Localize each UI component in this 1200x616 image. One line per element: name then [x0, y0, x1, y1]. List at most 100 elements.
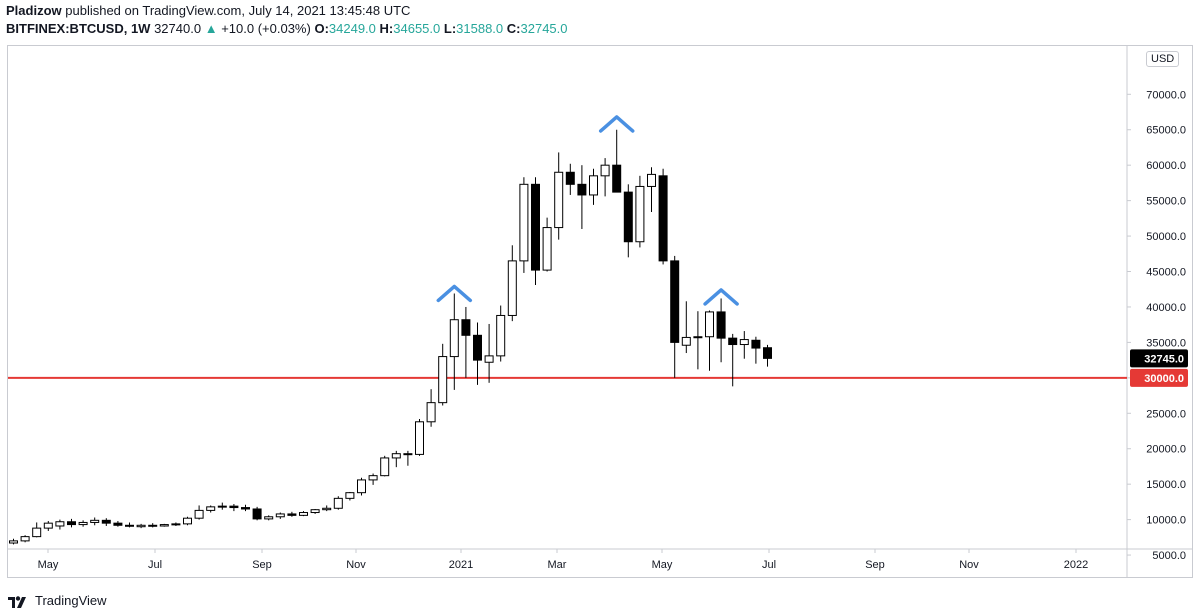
x-tick-label: 2021: [449, 559, 473, 571]
candle-up: [368, 475, 378, 481]
candle-up: [519, 183, 529, 262]
candle-up: [136, 524, 146, 528]
candle-down: [670, 260, 680, 343]
candle-up: [693, 336, 703, 339]
candle-up: [415, 421, 424, 455]
candle-up: [78, 521, 88, 526]
candle-down: [763, 347, 772, 359]
candle-up: [449, 319, 459, 358]
candle-up: [739, 339, 749, 346]
candle-up: [310, 509, 320, 514]
candle-up: [171, 523, 181, 526]
x-tick-label: Jul: [762, 559, 776, 571]
candle-up: [681, 336, 691, 346]
candle-up: [90, 519, 100, 523]
y-tick-label: 10000.0: [1146, 515, 1186, 527]
support-price-label: 30000.0: [1144, 373, 1184, 385]
brand-name: TradingView: [35, 593, 107, 608]
chevron-marker-icon: [436, 284, 473, 303]
candle-down: [658, 175, 668, 262]
candle-up: [496, 314, 506, 357]
candle-down: [623, 191, 633, 243]
tradingview-logo-icon: [8, 595, 26, 608]
candle-up: [345, 492, 355, 499]
candle-down: [612, 164, 622, 193]
x-tick-label: Nov: [346, 559, 366, 571]
y-tick-label: 50000.0: [1146, 231, 1186, 243]
candle-up: [333, 497, 343, 509]
candle-down: [113, 522, 123, 526]
candle-down: [577, 183, 587, 196]
x-tick-label: Jul: [148, 559, 162, 571]
symbol-legend: BITFINEX:BTCUSD, 1W 32740.0 ▲ +10.0 (+0.…: [6, 21, 568, 36]
low-value: 31588.0: [456, 21, 504, 36]
y-tick-label: 20000.0: [1146, 444, 1186, 456]
currency-badge[interactable]: USD: [1146, 51, 1180, 67]
candle-up: [426, 402, 436, 423]
candle-up: [589, 175, 598, 196]
support-price-label-bg: [1130, 368, 1188, 387]
candle-up: [194, 509, 204, 519]
candle-up: [159, 524, 169, 527]
candle-up: [554, 171, 564, 229]
candle-up: [438, 356, 448, 404]
candle-up: [55, 521, 65, 527]
candle-down: [531, 183, 540, 271]
change-up-icon: ▲: [204, 21, 218, 36]
candle-down: [148, 524, 158, 527]
candle-up: [647, 173, 656, 187]
y-tick-label: 25000.0: [1146, 408, 1186, 420]
candle-up: [507, 260, 517, 316]
candle-up: [264, 516, 274, 520]
candle-down: [565, 171, 575, 185]
candle-down: [241, 507, 250, 510]
last-price-label-bg: [1130, 349, 1188, 368]
candle-down: [461, 319, 471, 336]
last-price: 32740.0: [154, 21, 202, 36]
chevron-marker-icon: [598, 115, 635, 133]
high-label: H:: [379, 21, 394, 36]
x-tick-label: 2022: [1064, 559, 1088, 571]
footer-brand[interactable]: TradingView: [8, 593, 107, 608]
candle-down: [67, 521, 76, 526]
candle-up: [600, 164, 610, 177]
x-tick-label: May: [38, 559, 59, 571]
candle-down: [252, 508, 262, 520]
chart-frame[interactable]: [7, 45, 1193, 578]
y-tick-label: 40000.0: [1146, 302, 1186, 314]
candle-up: [9, 540, 18, 544]
candle-up: [183, 517, 192, 525]
candle-down: [229, 505, 239, 509]
candle-up: [32, 527, 42, 538]
close-label: C:: [506, 21, 521, 36]
candle-up: [635, 185, 645, 243]
candle-up: [380, 457, 390, 477]
close-value: 32745.0: [520, 21, 568, 36]
y-tick-label: 60000.0: [1146, 160, 1186, 172]
y-tick-label: 15000.0: [1146, 479, 1186, 491]
last-price-label: 32745.0: [1144, 353, 1184, 365]
candle-down: [716, 311, 726, 339]
x-tick-label: Nov: [959, 559, 979, 571]
author-name[interactable]: Pladizow: [6, 3, 62, 18]
y-tick-label: 65000.0: [1146, 125, 1186, 137]
publish-info: Pladizow published on TradingView.com, J…: [6, 3, 410, 18]
candle-up: [391, 453, 401, 459]
candle-down: [473, 334, 482, 361]
candle-up: [484, 355, 494, 363]
x-tick-label: Sep: [865, 559, 885, 571]
published-text: published on TradingView.com, July 14, 2…: [65, 3, 411, 18]
y-tick-label: 55000.0: [1146, 196, 1186, 208]
candle-down: [101, 519, 111, 524]
x-tick-label: May: [652, 559, 673, 571]
y-tick-label: 5000.0: [1152, 550, 1186, 562]
y-tick-label: 45000.0: [1146, 267, 1186, 279]
high-value: 34655.0: [393, 21, 441, 36]
candle-up: [322, 507, 332, 511]
x-tick-label: Mar: [548, 559, 567, 571]
y-tick-label: 35000.0: [1146, 337, 1186, 349]
x-tick-label: Sep: [252, 559, 272, 571]
candle-up: [20, 536, 30, 542]
y-tick-label: 70000.0: [1146, 89, 1186, 101]
